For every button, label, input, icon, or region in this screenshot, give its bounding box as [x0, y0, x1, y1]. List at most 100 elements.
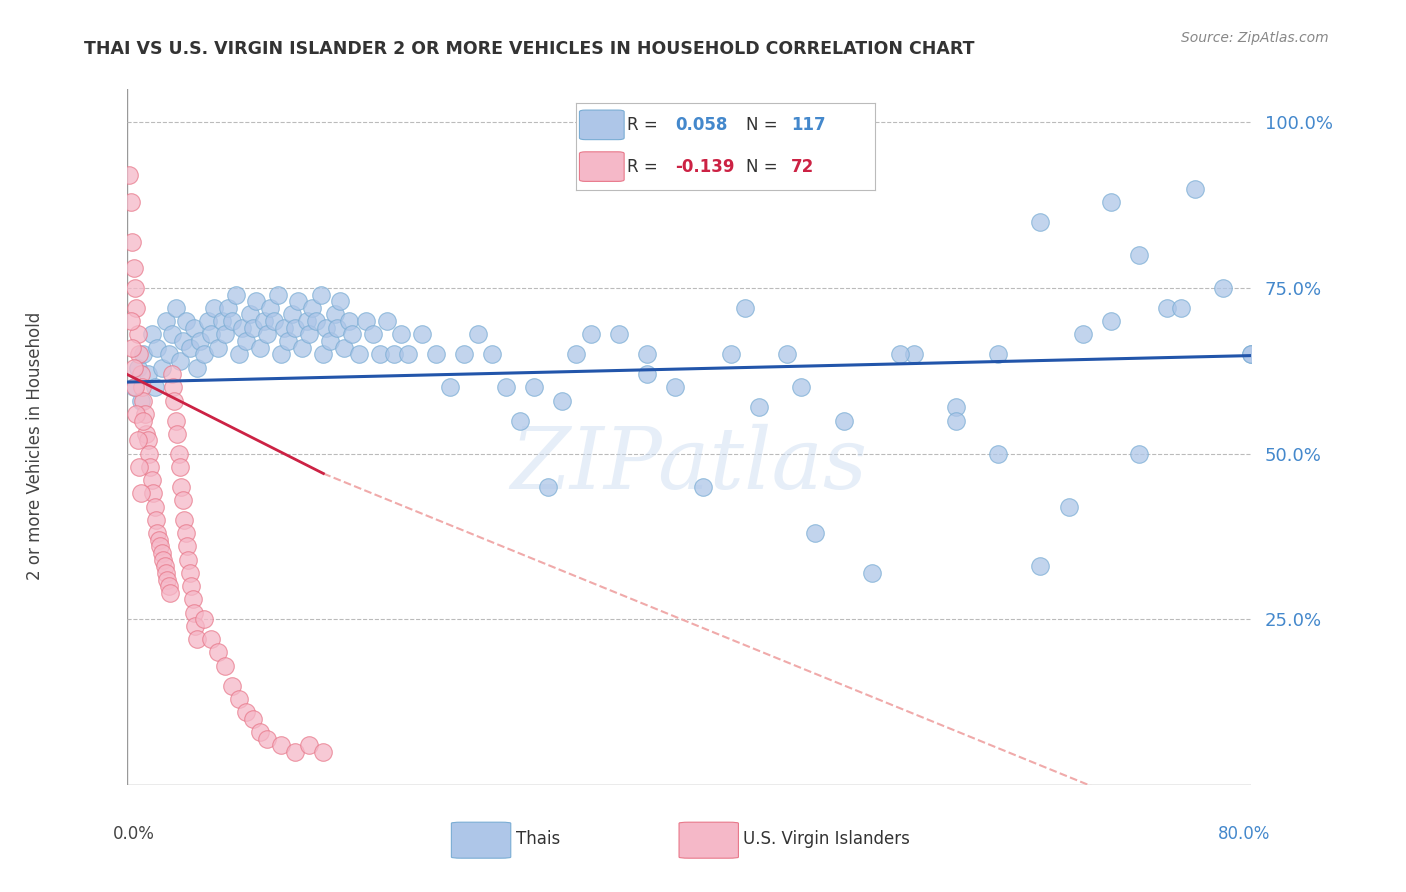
Point	[197, 314, 219, 328]
Point	[167, 447, 190, 461]
Point	[579, 327, 602, 342]
Point	[1029, 215, 1052, 229]
Point	[277, 334, 299, 348]
Point	[804, 526, 827, 541]
Point	[235, 334, 257, 348]
Point	[329, 294, 352, 309]
Point	[173, 513, 195, 527]
Point	[127, 327, 149, 342]
Point	[523, 380, 546, 394]
Point	[132, 393, 155, 408]
Point	[242, 712, 264, 726]
Point	[245, 294, 267, 309]
Point	[150, 546, 173, 560]
Point	[160, 367, 183, 381]
Point	[132, 347, 155, 361]
Point	[312, 347, 335, 361]
Point	[354, 314, 377, 328]
Point	[734, 301, 756, 315]
Point	[214, 327, 236, 342]
Point	[157, 579, 180, 593]
Point	[720, 347, 742, 361]
Point	[225, 287, 247, 301]
Point	[174, 526, 197, 541]
Point	[146, 341, 169, 355]
Point	[170, 480, 193, 494]
Point	[188, 334, 211, 348]
Point	[389, 327, 412, 342]
Point	[169, 354, 191, 368]
Point	[128, 347, 150, 361]
Point	[636, 347, 658, 361]
Point	[537, 480, 560, 494]
Point	[122, 360, 145, 375]
Point	[319, 334, 342, 348]
Point	[267, 287, 290, 301]
Text: 80.0%: 80.0%	[1218, 825, 1271, 843]
Point	[347, 347, 370, 361]
Point	[172, 493, 194, 508]
Point	[239, 308, 262, 322]
Point	[143, 500, 166, 514]
Point	[174, 314, 197, 328]
Text: 2 or more Vehicles in Household: 2 or more Vehicles in Household	[27, 312, 44, 580]
Point	[143, 380, 166, 394]
Point	[263, 314, 285, 328]
Point	[186, 360, 208, 375]
Point	[396, 347, 419, 361]
Point	[129, 393, 152, 408]
Point	[411, 327, 433, 342]
Point	[136, 434, 159, 448]
Point	[270, 738, 292, 752]
Point	[945, 413, 967, 427]
Point	[193, 612, 215, 626]
Point	[298, 327, 321, 342]
Point	[217, 301, 239, 315]
Point	[200, 632, 222, 647]
Point	[150, 360, 173, 375]
Point	[1071, 327, 1094, 342]
Point	[138, 447, 160, 461]
Point	[1057, 500, 1080, 514]
Point	[184, 619, 207, 633]
Point	[987, 447, 1010, 461]
Point	[340, 327, 363, 342]
Point	[221, 314, 243, 328]
Point	[439, 380, 461, 394]
Point	[149, 540, 172, 554]
Point	[120, 314, 142, 328]
Point	[231, 320, 253, 334]
Point	[1240, 347, 1263, 361]
Point	[214, 658, 236, 673]
Point	[1240, 347, 1263, 361]
Point	[211, 314, 233, 328]
Point	[180, 579, 202, 593]
Point	[186, 632, 208, 647]
Point	[281, 308, 304, 322]
Point	[273, 320, 295, 334]
Point	[301, 301, 323, 315]
Point	[326, 320, 349, 334]
Point	[1128, 447, 1150, 461]
Point	[481, 347, 503, 361]
Point	[148, 533, 170, 547]
Point	[146, 526, 169, 541]
Point	[291, 341, 314, 355]
Point	[284, 745, 307, 759]
Point	[382, 347, 405, 361]
Point	[235, 705, 257, 719]
Point	[121, 341, 143, 355]
Point	[129, 486, 152, 500]
Point	[664, 380, 686, 394]
Point	[162, 380, 184, 394]
Point	[141, 327, 163, 342]
Point	[163, 393, 186, 408]
Point	[315, 320, 337, 334]
Point	[156, 573, 179, 587]
Text: ZIPatlas: ZIPatlas	[510, 424, 868, 507]
Point	[333, 341, 356, 355]
Point	[221, 679, 243, 693]
Point	[242, 320, 264, 334]
Point	[179, 341, 201, 355]
Point	[1156, 301, 1178, 315]
